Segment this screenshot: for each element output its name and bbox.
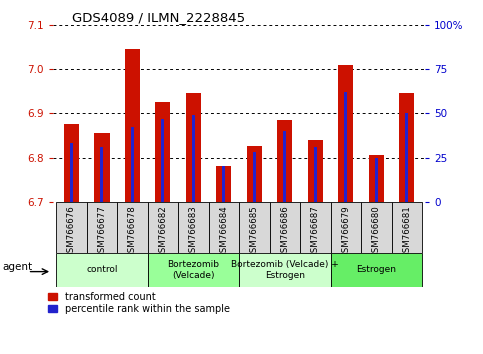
Bar [94, 133, 110, 202]
Text: GDS4089 / ILMN_2228845: GDS4089 / ILMN_2228845 [72, 11, 245, 24]
Text: GSM766685: GSM766685 [250, 205, 259, 258]
Bar [314, 147, 317, 202]
Bar [117, 202, 148, 253]
Text: GSM766681: GSM766681 [402, 205, 411, 258]
Legend: transformed count, percentile rank within the sample: transformed count, percentile rank withi… [48, 292, 230, 314]
Bar [192, 115, 195, 202]
Bar [209, 202, 239, 253]
Bar [392, 202, 422, 253]
Bar [148, 202, 178, 253]
Text: GSM766684: GSM766684 [219, 205, 228, 258]
Text: GSM766683: GSM766683 [189, 205, 198, 258]
Bar [155, 102, 170, 202]
Text: GSM766676: GSM766676 [67, 205, 76, 258]
Text: GSM766679: GSM766679 [341, 205, 350, 258]
Bar [369, 155, 384, 202]
Text: agent: agent [3, 262, 33, 272]
Bar [216, 166, 231, 202]
Bar [399, 93, 414, 202]
Text: control: control [86, 266, 118, 274]
Bar [361, 202, 392, 253]
Bar [344, 92, 347, 202]
Bar [330, 202, 361, 253]
Bar [56, 253, 148, 287]
Bar [247, 147, 262, 202]
Bar [270, 202, 300, 253]
Bar [405, 113, 408, 202]
Text: Estrogen: Estrogen [356, 266, 396, 274]
Text: GSM766682: GSM766682 [158, 205, 168, 258]
Text: GSM766686: GSM766686 [280, 205, 289, 258]
Bar [239, 253, 330, 287]
Bar [56, 202, 86, 253]
Bar [86, 202, 117, 253]
Bar [239, 202, 270, 253]
Bar [178, 202, 209, 253]
Text: GSM766680: GSM766680 [372, 205, 381, 258]
Bar [330, 253, 422, 287]
Bar [222, 166, 226, 202]
Bar [70, 143, 73, 202]
Text: Bortezomib (Velcade) +
Estrogen: Bortezomib (Velcade) + Estrogen [231, 260, 339, 280]
Text: GSM766678: GSM766678 [128, 205, 137, 258]
Bar [131, 127, 134, 202]
Bar [148, 253, 239, 287]
Bar [375, 158, 378, 202]
Bar [338, 65, 354, 202]
Text: GSM766677: GSM766677 [98, 205, 106, 258]
Bar [64, 124, 79, 202]
Bar [186, 93, 201, 202]
Bar [161, 119, 164, 202]
Bar [253, 152, 256, 202]
Bar [300, 202, 330, 253]
Bar [125, 49, 140, 202]
Bar [100, 147, 103, 202]
Bar [277, 120, 292, 202]
Bar [284, 131, 286, 202]
Text: GSM766687: GSM766687 [311, 205, 320, 258]
Bar [308, 140, 323, 202]
Text: Bortezomib
(Velcade): Bortezomib (Velcade) [167, 260, 219, 280]
